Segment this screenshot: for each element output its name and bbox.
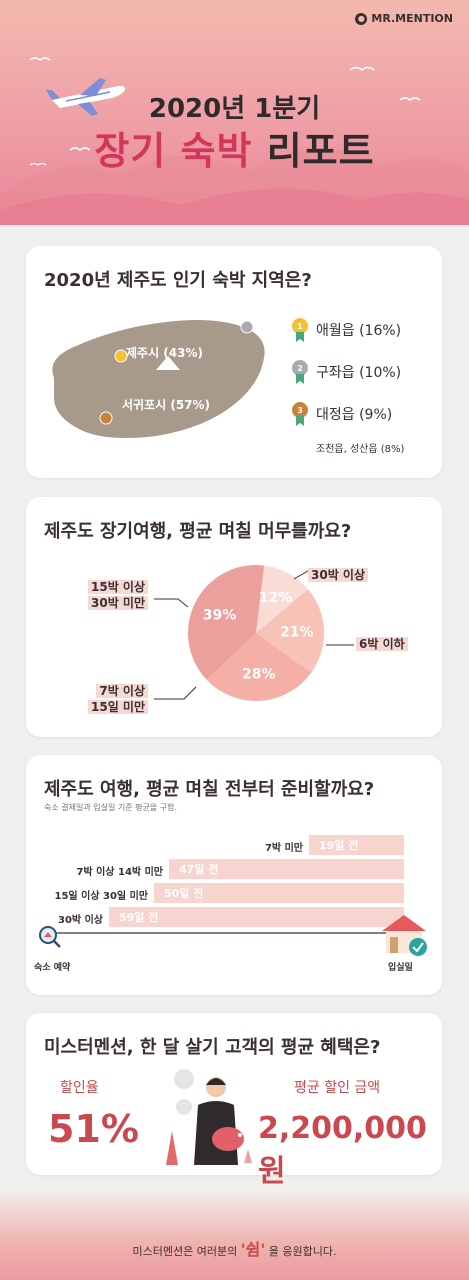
prep-bar-label: 15일 이상 30일 미만 — [54, 891, 148, 902]
pie-label-30plus: 30박 이상 — [308, 567, 368, 583]
brand-logo[interactable]: ● MR.MENTION — [355, 12, 453, 25]
pie-slice-label: 12% — [259, 590, 293, 606]
footer-highlight: '쉼' — [240, 1240, 266, 1259]
pie-slice — [256, 589, 324, 673]
page-title-line2: 장기 숙박 리포트 — [0, 120, 469, 175]
prep-bar: 59일 전 — [109, 907, 404, 927]
region-card: 2020년 제주도 인기 숙박 지역은? 제주시 (43%) 서귀포시 (57%… — [26, 246, 442, 478]
brand-name: MR.MENTION — [371, 12, 453, 25]
prep-bar-label: 7박 이상 14박 미만 — [76, 867, 163, 878]
timeline-start-label: 숙소 예약 — [34, 963, 71, 973]
rank-item-2: 2 구좌읍 (10%) — [292, 360, 401, 384]
brand-icon: ● — [355, 12, 368, 25]
header-banner: ● MR.MENTION 2020년 1분기 장기 숙박 리포트 — [0, 0, 469, 225]
page-title-line1: 2020년 1분기 — [148, 94, 321, 124]
prep-bar: 19일 전 — [309, 835, 404, 855]
silver-medal-icon: 2 — [292, 360, 308, 384]
stay-title: 제주도 장기여행, 평균 며칠 머무를까요? — [44, 521, 352, 542]
stay-card: 제주도 장기여행, 평균 며칠 머무를까요? 12% 21% 28% 39% 30박 … — [26, 497, 442, 737]
rank-label: 대정읍 (9%) — [316, 407, 393, 423]
title-rest: 리포트 — [252, 129, 375, 173]
pie-slice — [256, 565, 309, 633]
timeline — [39, 915, 427, 956]
pie-label-6under: 6박 이하 — [356, 636, 408, 652]
discount-label: 할인율 — [60, 1080, 99, 1096]
pie-slice — [188, 565, 265, 680]
prep-bar-value: 59일 전 — [119, 911, 159, 924]
prep-bar: 50일 전 — [154, 883, 404, 903]
prep-title: 제주도 여행, 평균 며칠 전부터 준비할까요? — [44, 779, 375, 800]
amount-value: 2,200,000원 — [258, 1111, 427, 1189]
map-label-seogwipo: 서귀포시 (57%) — [122, 398, 211, 412]
prep-bar-value: 50일 전 — [164, 887, 204, 900]
rank-item-3: 3 대정읍 (9%) — [292, 402, 401, 426]
footer-band — [0, 1190, 469, 1280]
discount-value: 51% — [48, 1107, 139, 1151]
bronze-medal-icon: 3 — [292, 402, 308, 426]
airplane-icon — [46, 78, 126, 116]
pie-label-7to15: 7박 이상 15일 미만 — [62, 683, 148, 715]
stay-pie-chart: 12% 21% 28% 39% — [154, 565, 354, 701]
pie-slice-label: 39% — [203, 608, 237, 624]
prep-bar-label: 7박 미만 — [264, 843, 303, 854]
map-label-jeju: 제주시 (43%) — [126, 346, 203, 360]
rank-item-1: 1 애월읍 (16%) — [292, 318, 401, 342]
rank-others: 조천읍, 성산읍 (8%) — [316, 444, 405, 455]
prep-bar-label: 30박 이상 — [58, 915, 103, 926]
benefit-card: 미스터멘션, 한 달 살기 고객의 평균 혜택은? 할인율 51% 평균 할인 … — [26, 1013, 442, 1189]
title-highlight: 장기 숙박 — [94, 129, 253, 173]
prep-bar-value: 19일 전 — [319, 839, 359, 852]
footer-message: 미스터멘션은 여러분의 '쉼' 을 응원합니다. — [132, 1240, 337, 1259]
rank-list: 1 애월읍 (16%) 2 구좌읍 (10%) 3 대정읍 (9%) — [292, 318, 401, 426]
house-check-icon — [382, 915, 427, 956]
jeju-map — [52, 320, 265, 438]
amount-label: 평균 할인 금액 — [294, 1080, 381, 1096]
pie-slice-label: 28% — [242, 667, 276, 683]
house-search-icon — [39, 926, 61, 948]
prep-subtitle: 숙소 결제일과 입실일 기준 평균을 구함. — [44, 803, 178, 812]
prep-bar-chart: 19일 전 7박 미만 47일 전 7박 이상 14박 미만 50일 전 15일 이상 3… — [26, 755, 442, 995]
pie-label-15to30: 15박 이상 30박 미만 — [62, 579, 148, 611]
prep-card: 제주도 여행, 평균 며칠 전부터 준비할까요? 숙소 결제일과 입실일 기준 … — [26, 755, 442, 995]
prep-bar: 47일 전 — [169, 859, 404, 879]
benefit-title: 미스터멘션, 한 달 살기 고객의 평균 혜택은? — [44, 1037, 381, 1058]
timeline-end-label: 입실일 — [388, 963, 413, 973]
region-title: 2020년 제주도 인기 숙박 지역은? — [44, 270, 312, 291]
pie-slice-label: 21% — [280, 624, 314, 640]
prep-bar-value: 47일 전 — [179, 863, 219, 876]
saving-illustration — [166, 1069, 252, 1165]
pie-slice — [206, 633, 312, 701]
gold-medal-icon: 1 — [292, 318, 308, 342]
rank-label: 구좌읍 (10%) — [316, 365, 402, 381]
rank-label: 애월읍 (16%) — [316, 323, 402, 339]
header-illustration — [0, 57, 469, 225]
